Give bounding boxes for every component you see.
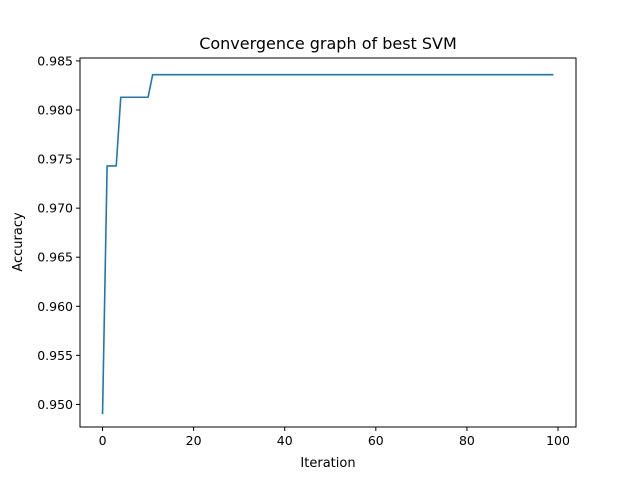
x-tick-label: 40 <box>277 433 293 448</box>
x-tick-label: 0 <box>99 433 107 448</box>
x-axis-label: Iteration <box>300 456 355 471</box>
y-axis-ticks: 0.950 0.955 0.960 0.965 0.970 0.975 0.980 0.985 <box>37 53 80 412</box>
y-axis-label: Accuracy <box>11 212 26 272</box>
accuracy-series-line <box>101 73 554 415</box>
x-tick-label: 100 <box>546 433 570 448</box>
y-tick-label: 0.965 <box>37 250 73 265</box>
y-tick-label: 0.975 <box>37 152 73 167</box>
y-tick-label: 0.955 <box>37 348 73 363</box>
y-tick-label: 0.985 <box>37 53 73 68</box>
y-tick-label: 0.950 <box>37 397 73 412</box>
y-tick-label: 0.980 <box>37 103 73 118</box>
x-tick-label: 20 <box>186 433 202 448</box>
chart-title: Convergence graph of best SVM <box>199 34 457 53</box>
x-tick-label: 60 <box>368 433 384 448</box>
plot-area <box>101 73 554 415</box>
axes-frame <box>79 57 577 428</box>
y-tick-label: 0.960 <box>37 299 73 314</box>
y-tick-label: 0.970 <box>37 201 73 216</box>
x-tick-label: 80 <box>459 433 475 448</box>
x-axis-ticks: 0 20 40 60 80 100 <box>99 427 570 448</box>
